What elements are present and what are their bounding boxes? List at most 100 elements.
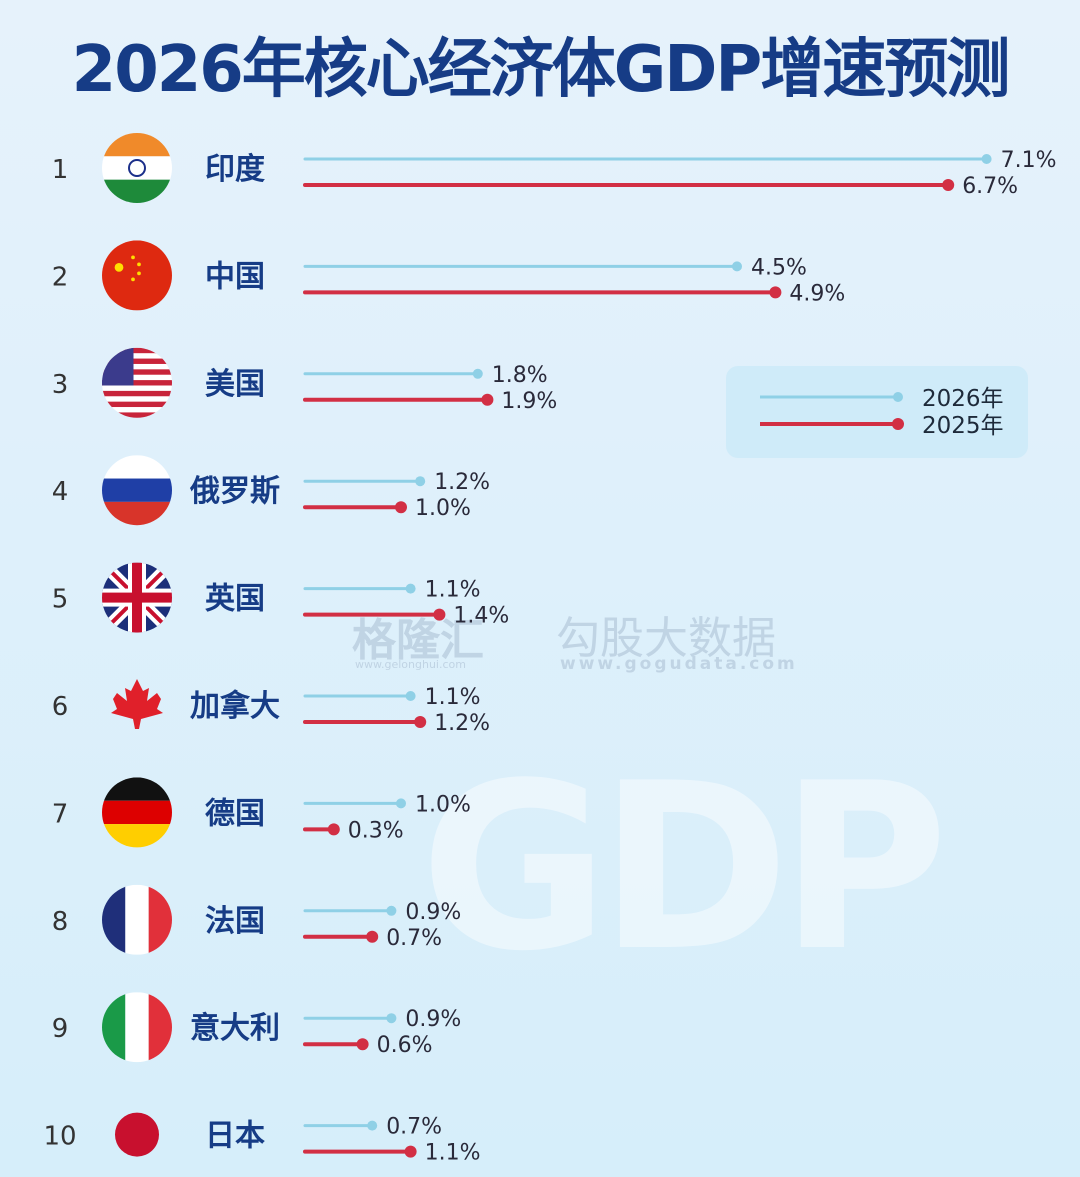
flag-part	[102, 824, 172, 848]
flag-part	[102, 478, 172, 502]
flag-france-icon	[102, 884, 172, 955]
rank-label: 10	[43, 1122, 76, 1152]
country-label: 英国	[205, 582, 265, 617]
country-label: 法国	[205, 904, 265, 939]
value-label: 0.9%	[405, 900, 461, 925]
country-label: 加拿大	[190, 689, 280, 724]
flag-part	[102, 396, 172, 403]
bar-end-dot	[367, 1120, 378, 1131]
flag-part	[102, 133, 172, 157]
bar-end-dot	[405, 691, 416, 701]
bar-end-dot	[404, 1145, 417, 1158]
bar-end-dot	[414, 716, 427, 728]
rank-label: 7	[52, 799, 69, 829]
flag-part	[102, 455, 172, 479]
country-label: 意大利	[190, 1011, 280, 1046]
star	[131, 255, 135, 260]
chart-title: 2026年核心经济体GDP增速预测	[71, 33, 1011, 107]
legend-label: 2025年	[922, 413, 1004, 439]
bar-end-dot	[472, 368, 483, 379]
flag-part	[148, 992, 172, 1063]
value-label: 1.1%	[425, 578, 481, 603]
rank-label: 3	[52, 370, 69, 400]
bar-end-dot	[732, 261, 742, 272]
value-label: 7.1%	[1001, 148, 1057, 173]
country-label: 日本	[205, 1119, 265, 1154]
watermark-gelonghui-url: www.gelonghui.com	[355, 658, 466, 671]
flag-part	[102, 385, 172, 392]
flag-part	[102, 401, 172, 408]
rank-label: 6	[52, 692, 69, 722]
bar-end-dot	[769, 286, 782, 299]
flag-part	[102, 374, 172, 381]
row-4: 5 英国 1.1%1.4%	[52, 578, 510, 629]
value-label: 1.8%	[492, 363, 548, 388]
row-5: 6 加拿大 1.1%1.2%	[52, 685, 490, 736]
legend-box	[726, 366, 1028, 458]
flag-part	[102, 501, 172, 526]
value-label: 1.0%	[415, 792, 471, 817]
flag-india-icon	[102, 133, 172, 203]
maple-leaf	[111, 679, 163, 729]
value-label: 0.7%	[386, 926, 442, 951]
flag-part	[102, 777, 172, 801]
bar-end-dot	[395, 501, 407, 514]
flag-part	[102, 240, 172, 311]
flag-part	[102, 407, 172, 413]
flag-part	[102, 179, 172, 203]
value-label: 6.7%	[962, 174, 1018, 199]
flag-part	[102, 992, 126, 1063]
value-label: 0.7%	[386, 1115, 442, 1140]
bar-end-dot	[942, 179, 955, 191]
bar-end-dot	[433, 608, 446, 621]
sun	[115, 1112, 159, 1157]
flag-part	[102, 412, 172, 418]
value-label: 4.5%	[751, 255, 807, 280]
flag-part	[102, 390, 172, 397]
flag-part	[125, 992, 149, 1063]
flag-japan-icon	[115, 1112, 159, 1157]
bar-end-dot	[327, 823, 340, 836]
flag-canada-icon	[111, 679, 163, 729]
value-label: 1.4%	[453, 604, 509, 629]
row-9: 10 日本 0.7%1.1%	[43, 1115, 480, 1166]
bar-end-dot	[981, 154, 992, 164]
flag-part	[102, 884, 126, 955]
flag-part	[102, 347, 134, 386]
country-label: 中国	[205, 259, 265, 294]
rank-label: 1	[52, 155, 69, 185]
bar-end-dot	[405, 583, 416, 594]
watermark-gelonghui: 格隆汇	[352, 615, 484, 666]
legend-dot	[892, 418, 904, 430]
flag-russia-icon	[102, 455, 172, 526]
bar-end-dot	[386, 1013, 397, 1024]
bar-end-dot	[356, 1038, 369, 1051]
flag-china-icon	[102, 240, 172, 311]
bar-end-dot	[415, 476, 426, 487]
rank-label: 8	[52, 907, 69, 937]
bar-end-dot	[386, 905, 397, 916]
row-7: 8 法国 0.9%0.7%	[52, 900, 462, 951]
country-label: 美国	[205, 367, 265, 402]
value-label: 1.9%	[501, 389, 557, 414]
rank-label: 5	[52, 585, 69, 615]
value-label: 1.2%	[434, 470, 490, 495]
value-label: 1.1%	[425, 685, 481, 710]
row-1: 2 中国 4.5%4.9%	[52, 255, 846, 306]
flag-part	[102, 156, 172, 180]
flag-part	[132, 562, 142, 633]
value-label: 1.0%	[415, 496, 471, 521]
star	[137, 271, 141, 276]
rank-label: 4	[52, 477, 69, 507]
chakra	[128, 159, 146, 177]
flag-part	[148, 884, 172, 955]
bar-end-dot	[396, 798, 406, 809]
watermark-gogu: 勾股大数据	[556, 613, 776, 664]
flag-part	[102, 347, 172, 354]
flag-part	[102, 358, 172, 365]
flag-italy-icon	[102, 992, 172, 1063]
row-3: 4 俄罗斯 1.2%1.0%	[52, 470, 490, 521]
legend-label: 2026年	[922, 386, 1004, 412]
country-label: 德国	[205, 796, 265, 831]
